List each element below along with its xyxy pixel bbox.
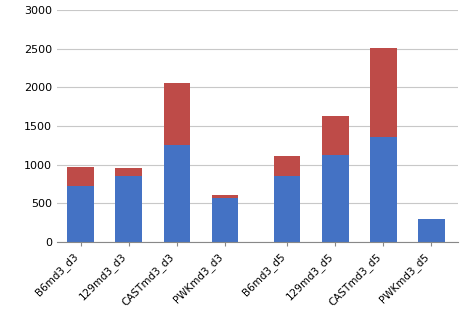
Bar: [211, 198, 238, 242]
Bar: [116, 176, 142, 242]
Bar: [211, 195, 238, 198]
Bar: [67, 185, 94, 242]
Bar: [274, 156, 301, 176]
Bar: [370, 137, 396, 242]
Bar: [163, 83, 190, 145]
Bar: [322, 155, 348, 242]
Bar: [163, 145, 190, 242]
Bar: [370, 48, 396, 137]
Bar: [418, 219, 445, 242]
Bar: [116, 168, 142, 176]
Bar: [322, 116, 348, 155]
Bar: [67, 167, 94, 185]
Bar: [274, 176, 301, 242]
